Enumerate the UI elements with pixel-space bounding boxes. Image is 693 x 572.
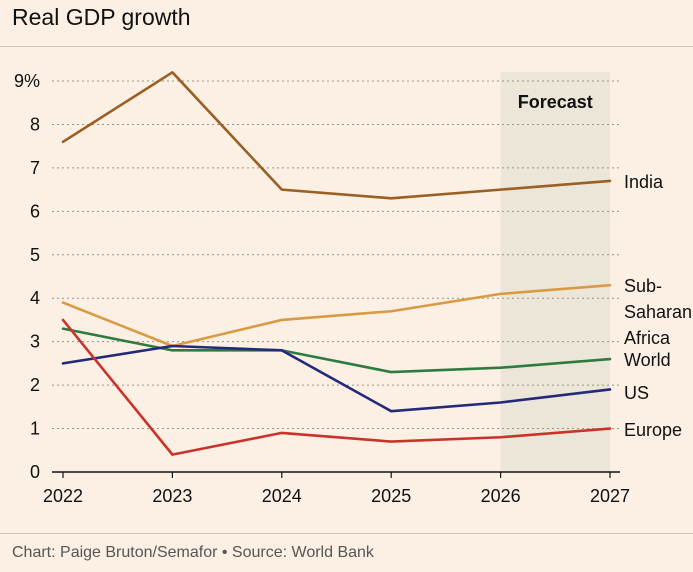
y-tick-label: 9% [14,71,40,91]
forecast-band [500,72,610,472]
line-chart: Forecast 0 1 2 3 4 5 6 7 8 9% 2022 2023 2024 2025 2026… [14,71,692,506]
y-tick-label: 5 [30,245,40,265]
series-line-europe [61,318,612,456]
y-tick-label: 8 [30,114,40,134]
y-tick-label: 7 [30,158,40,178]
y-tick-label: 1 [30,419,40,439]
series-label: World [624,350,671,370]
y-tick-label: 3 [30,332,40,352]
x-tick-label: 2024 [262,486,302,506]
title-divider [0,46,693,47]
y-tick-label: 2 [30,375,40,395]
series-label: Africa [624,328,671,348]
x-tick-label: 2022 [43,486,83,506]
chart-credit: Chart: Paige Bruton/Semafor • Source: Wo… [12,544,374,561]
series-label: Sub- [624,276,662,296]
chart-title: Real GDP growth [12,4,191,30]
series-line-sub-saharan-africa [61,283,612,348]
y-tick-label: 0 [30,462,40,482]
y-tick-label: 6 [30,201,40,221]
series-label: US [624,383,649,403]
y-tick-label: 4 [30,288,40,308]
series-line-world [61,327,612,374]
x-tick-label: 2027 [590,486,630,506]
series-label: Saharan [624,302,692,322]
series-line-india [61,71,612,200]
series-lines [61,71,612,456]
series-line-us [61,344,612,413]
series-label: Europe [624,420,682,440]
forecast-label: Forecast [518,92,593,112]
x-tick-label: 2025 [371,486,411,506]
footer-divider [0,533,693,534]
axes: 0 1 2 3 4 5 6 7 8 9% 2022 2023 2024 2025 2026 2027 [14,71,630,506]
series-label: India [624,172,664,192]
x-tick-label: 2026 [481,486,521,506]
x-tick-label: 2023 [152,486,192,506]
